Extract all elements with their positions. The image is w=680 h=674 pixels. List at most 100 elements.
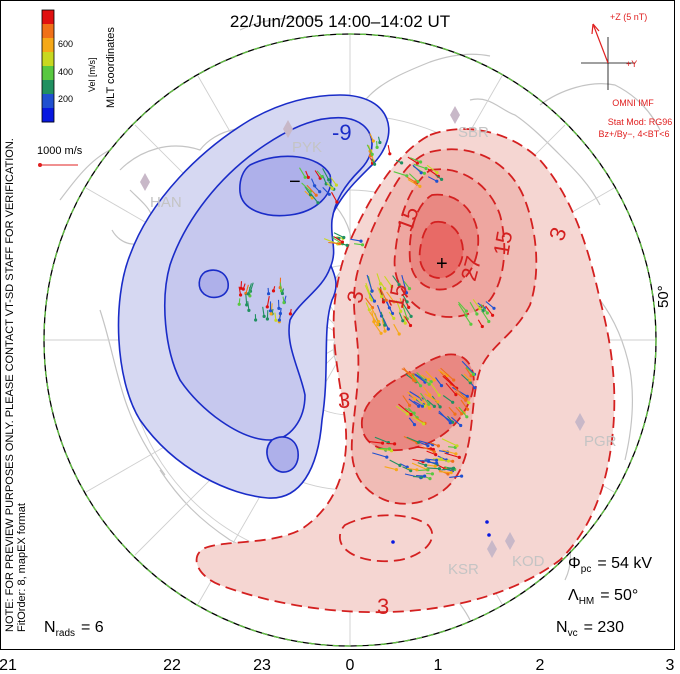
velocity-vector [440,367,455,381]
velocity-vector-origin [491,313,495,317]
velocity-vector [426,164,438,174]
nvc-stat: Nvc = 230 [556,619,624,639]
velocity-vector-origin [453,412,457,416]
velocity-vector-origin [380,441,385,445]
velocity-vector [402,306,408,320]
velocity-vector [424,393,439,403]
velocity-vector-origin [282,301,286,305]
velocity-vector-origin [420,404,425,408]
velocity-vector-origin [383,287,387,291]
velocity-vector [401,301,412,317]
velocity-vector [376,304,383,317]
velocity-vector-origin [401,304,405,308]
velocity-vector-origin [303,175,307,179]
velocity-vector-origin [405,174,409,178]
velocity-vector [384,466,397,471]
hm-symbol: Λ [568,587,579,604]
velocity-vector-origin [485,311,489,315]
velocity-vector [322,168,330,180]
nvc-value: = 230 [584,619,625,636]
latitude-label: 50° [655,285,672,308]
velocity-vector-origin [265,305,269,309]
velocity-vector [393,323,400,335]
velocity-vector-origin [435,179,439,183]
velocity-vector-origin [376,323,380,327]
velocity-vector [408,398,420,407]
velocity-vector [465,367,472,377]
velocity-vector-origin [288,312,292,316]
velocity-vector-origin [394,468,398,472]
contour-label-15c: 15 [383,282,412,310]
velocity-vector [304,186,311,196]
velocity-vector [420,392,430,405]
velocity-vector [435,377,442,386]
velocity-vector-origin [327,192,331,196]
velocity-vector-origin [280,291,284,296]
velocity-vector [412,164,422,174]
velocity-vector-origin [274,318,278,322]
velocity-vector [301,182,311,192]
velocity-vector-origin [379,331,383,335]
velocity-scale-dot [38,163,42,167]
velocity-vector-origin [335,200,339,204]
velocity-vector [366,144,373,155]
velocity-vector-origin [417,404,421,408]
velocity-vector [247,283,252,295]
velocity-vector [426,450,436,456]
velocity-vector-origin [446,472,450,476]
velocity-vector-origin [468,378,472,382]
hm-stat: ΛHM = 50° [568,587,638,607]
velocity-vector-origin [454,452,458,456]
velocity-vector-origin [408,403,412,407]
velocity-vector [444,452,460,458]
imf-y-label: +Y [626,59,637,69]
hm-sub: HM [579,596,595,607]
imf-model: Stat Mod: RG96 [608,117,673,127]
cpcp-stat: Φpc = 54 kV [568,555,652,575]
velocity-vector-origin [433,464,437,468]
velocity-vector-origin [464,397,468,401]
velocity-vector-origin [465,415,469,419]
velocity-vector [412,416,424,425]
velocity-vector-origin [316,201,320,205]
velocity-vector-origin [452,378,456,382]
velocity-vector-origin [391,540,395,544]
mlt-tick-0: 0 [346,657,355,674]
velocity-vector-origin [419,160,423,164]
velocity-vector-origin [313,184,317,188]
velocity-vector [372,320,382,334]
velocity-vector [372,452,387,458]
cpcp-symbol: Φ [568,555,581,572]
velocity-vector-origin [434,458,439,462]
contour-label-3c: 3 [338,388,350,413]
velocity-vector [333,236,343,243]
velocity-vector-origin [262,314,266,318]
velocity-vector [485,305,494,316]
velocity-vector-origin [405,300,409,304]
velocity-vector [409,157,421,163]
station-label-ksr: KSR [448,561,479,578]
velocity-vector [481,311,490,322]
velocity-vector-origin [244,291,248,296]
velocity-vector-origin [306,175,310,179]
velocity-vector-origin [405,465,409,469]
velocity-vector-origin [417,440,421,444]
velocity-vector [403,367,415,381]
velocity-vector-origin [492,306,496,310]
velocity-vector [393,171,407,177]
velocity-vector [413,373,426,383]
cpcp-value: = 54 kV [597,555,652,572]
velocity-vector [328,241,340,245]
velocity-vector-origin [327,178,331,182]
mlt-tick-21: 21 [0,657,17,674]
velocity-vector [425,370,435,381]
nrads-stat: Nrads = 6 [44,619,104,639]
velocity-vector-origin [340,240,344,244]
velocity-vector-origin [392,300,396,304]
imf-conditions: Bz+/By−, 4<BT<6 [598,129,669,139]
imf-z-label: +Z (5 nT) [610,12,647,22]
velocity-vector-origin [440,177,444,181]
colorbar-segment [42,66,54,81]
colorbar-segment [42,10,54,25]
velocity-vector-origin [427,406,432,410]
